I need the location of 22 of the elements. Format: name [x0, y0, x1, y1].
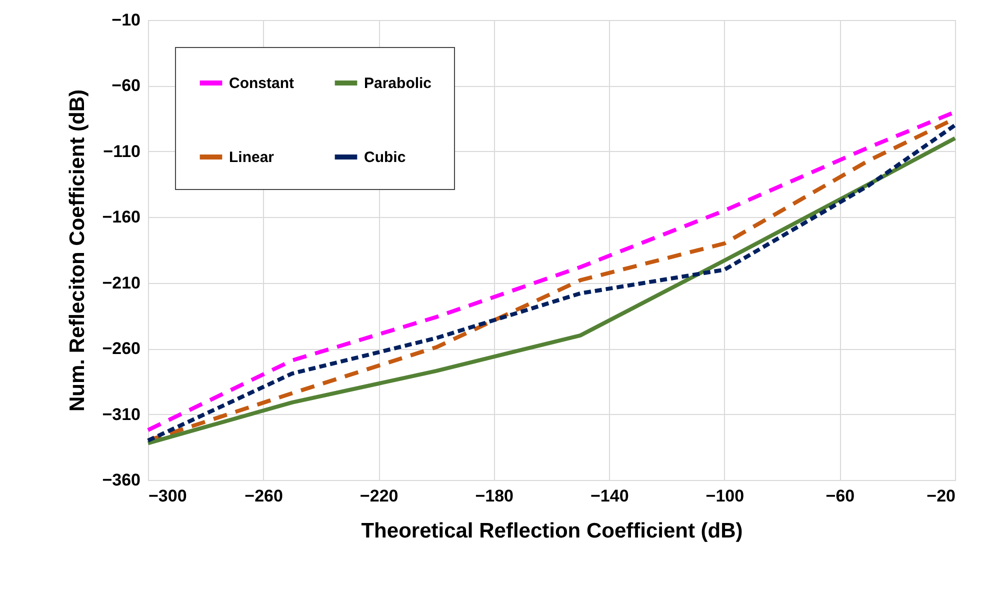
legend-label: Cubic [364, 149, 406, 166]
x-tick-label: −20 [926, 486, 956, 506]
y-tick-label: −10 [112, 10, 140, 30]
legend-label: Linear [229, 149, 274, 166]
y-tick-label: −310 [102, 404, 140, 424]
y-axis-title: Num. Refleciton Coefficient (dB) [66, 89, 90, 412]
x-tick-label: −300 [148, 486, 187, 506]
y-tick-label: −110 [103, 142, 140, 161]
x-tick-label: −100 [706, 486, 744, 506]
legend-label: Parabolic [364, 75, 432, 92]
legend-label: Constant [229, 75, 294, 92]
x-tick-label: −260 [244, 486, 283, 506]
y-tick-label: −210 [102, 273, 140, 292]
x-tick-label: −180 [475, 486, 514, 506]
x-tick-label: −140 [590, 486, 629, 506]
x-tick-label: −60 [826, 486, 855, 506]
x-tick-label: −220 [360, 486, 398, 506]
y-tick-label: −360 [102, 470, 140, 490]
y-tick-label: −160 [102, 208, 140, 227]
y-tick-label: −260 [102, 339, 140, 358]
x-axis-title: Theoretical Reflection Coefficient (dB) [361, 520, 743, 542]
y-tick-label: −60 [112, 76, 140, 96]
